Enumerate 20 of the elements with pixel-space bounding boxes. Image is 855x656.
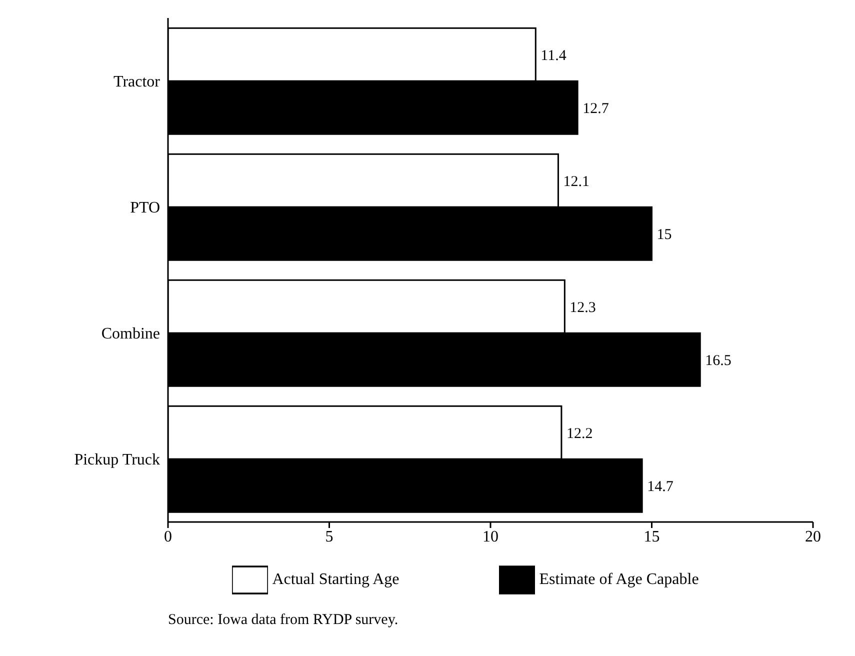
x-tick-label: 5 [325,528,334,546]
data-label: 12.2 [566,426,593,442]
x-tick-label: 20 [805,528,821,546]
y-tick-label: Tractor [113,74,161,91]
y-tick-label: PTO [130,200,160,217]
legend-label: Estimate of Age Capable [539,570,699,588]
data-label: 14.7 [647,478,674,495]
y-tick-label: Pickup Truck [74,452,160,469]
data-label: 16.5 [705,352,732,369]
x-tick-label: 0 [164,528,172,546]
y-tick-label: Combine [101,326,160,343]
data-label: 12.7 [582,100,610,117]
source-note: Source: Iowa data from RYDP survey. [168,612,400,629]
data-label: 15 [656,226,672,243]
data-label: 11.4 [540,48,567,64]
legend-label: Actual Starting Age [272,570,400,588]
x-tick-label: 15 [644,528,660,546]
x-tick-label: 10 [482,528,498,546]
data-label: 12.3 [570,300,596,316]
data-label: 12.1 [563,174,590,190]
